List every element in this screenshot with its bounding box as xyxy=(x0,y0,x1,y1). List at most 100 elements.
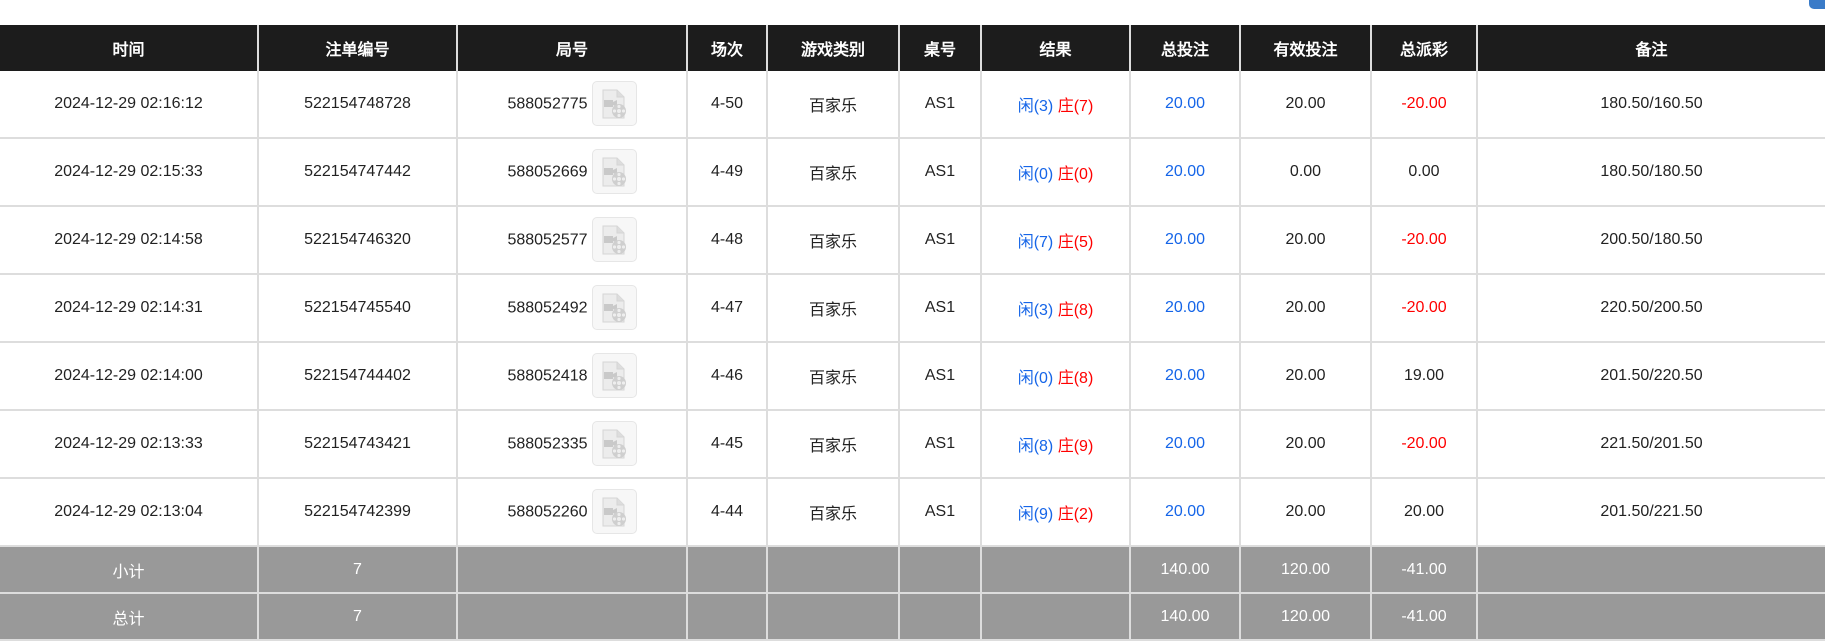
time-cell: 2024-12-29 02:14:58 xyxy=(0,206,259,275)
valid-bet-cell: 20.00 xyxy=(1239,274,1372,343)
bet-id-cell: 522154742399 xyxy=(257,478,458,547)
header-table: 桌号 xyxy=(898,25,981,71)
bet-id-cell: 522154743421 xyxy=(257,410,458,479)
payout-cell: 20.00 xyxy=(1370,478,1478,547)
payout-cell: -20.00 xyxy=(1370,410,1478,479)
table-cell: AS1 xyxy=(898,410,982,479)
round-cell: 588052260 xyxy=(456,478,688,547)
total-bet-cell: 20.00 xyxy=(1129,342,1241,411)
valid-bet-cell: 20.00 xyxy=(1239,478,1372,547)
payout-cell: -20.00 xyxy=(1370,71,1478,139)
header-game: 游戏类别 xyxy=(766,25,899,71)
round-cell: 588052669 xyxy=(456,138,688,207)
payout-cell: -20.00 xyxy=(1370,274,1478,343)
result-cell: 闲(0) 庄(0) xyxy=(980,138,1131,207)
total-bet-cell: 20.00 xyxy=(1129,410,1241,479)
table-header: 时间 注单编号 局号 场次 游戏类别 桌号 结果 总投注 有效投注 总派彩 备注 xyxy=(0,25,1825,71)
session-cell: 4-45 xyxy=(686,410,768,479)
table-cell: AS1 xyxy=(898,478,982,547)
payout-cell: 19.00 xyxy=(1370,342,1478,411)
round-cell: 588052577 xyxy=(456,206,688,275)
table-cell: AS1 xyxy=(898,342,982,411)
summary-total-bet: 140.00 xyxy=(1129,593,1241,641)
summary-row: 小计 7 140.00 120.00 -41.00 xyxy=(0,546,1825,594)
total-bet-cell: 20.00 xyxy=(1129,274,1241,343)
total-bet-cell: 20.00 xyxy=(1129,138,1241,207)
header-total-bet: 总投注 xyxy=(1129,25,1240,71)
note-cell: 200.50/180.50 xyxy=(1476,206,1825,275)
header-payout: 总派彩 xyxy=(1370,25,1477,71)
banker-result: 庄(7) xyxy=(1057,98,1094,115)
summary-row: 总计 7 140.00 120.00 -41.00 xyxy=(0,593,1825,641)
player-result: 闲(9) xyxy=(1017,506,1054,523)
corner-button[interactable] xyxy=(1809,0,1825,9)
table-row: 2024-12-29 02:14:58 522154746320 5880525… xyxy=(0,206,1825,275)
summary-total-bet: 140.00 xyxy=(1129,546,1241,594)
session-cell: 4-48 xyxy=(686,206,768,275)
player-result: 闲(0) xyxy=(1017,166,1054,183)
header-time: 时间 xyxy=(0,25,258,71)
table-row: 2024-12-29 02:13:04 522154742399 5880522… xyxy=(0,478,1825,547)
table-cell: AS1 xyxy=(898,138,982,207)
round-number: 588052260 xyxy=(507,503,588,521)
video-file-icon[interactable] xyxy=(591,352,637,398)
bet-id-cell: 522154744402 xyxy=(257,342,458,411)
video-file-icon[interactable] xyxy=(591,80,637,126)
result-cell: 闲(0) 庄(8) xyxy=(980,342,1131,411)
banker-result: 庄(0) xyxy=(1057,166,1094,183)
note-cell: 221.50/201.50 xyxy=(1476,410,1825,479)
summary-label: 总计 xyxy=(0,593,259,641)
game-cell: 百家乐 xyxy=(766,342,900,411)
round-cell: 588052418 xyxy=(456,342,688,411)
bet-id-cell: 522154745540 xyxy=(257,274,458,343)
table-row: 2024-12-29 02:16:12 522154748728 5880527… xyxy=(0,71,1825,139)
note-cell: 180.50/160.50 xyxy=(1476,71,1825,139)
total-bet-cell: 20.00 xyxy=(1129,71,1241,139)
valid-bet-cell: 20.00 xyxy=(1239,342,1372,411)
table-cell: AS1 xyxy=(898,71,982,139)
valid-bet-cell: 20.00 xyxy=(1239,71,1372,139)
header-valid-bet: 有效投注 xyxy=(1239,25,1371,71)
bet-id-cell: 522154747442 xyxy=(257,138,458,207)
player-result: 闲(0) xyxy=(1017,370,1054,387)
video-file-icon[interactable] xyxy=(591,420,637,466)
banker-result: 庄(2) xyxy=(1057,506,1094,523)
video-file-icon[interactable] xyxy=(591,488,637,534)
game-cell: 百家乐 xyxy=(766,274,900,343)
summary-label: 小计 xyxy=(0,546,259,594)
video-file-icon[interactable] xyxy=(591,284,637,330)
summary-payout: -41.00 xyxy=(1370,546,1478,594)
session-cell: 4-50 xyxy=(686,71,768,139)
summary-valid-bet: 120.00 xyxy=(1239,593,1372,641)
result-cell: 闲(3) 庄(7) xyxy=(980,71,1131,139)
summary-count: 7 xyxy=(257,593,458,641)
result-cell: 闲(9) 庄(2) xyxy=(980,478,1131,547)
session-cell: 4-47 xyxy=(686,274,768,343)
table-row: 2024-12-29 02:13:33 522154743421 5880523… xyxy=(0,410,1825,479)
result-cell: 闲(3) 庄(8) xyxy=(980,274,1131,343)
time-cell: 2024-12-29 02:13:33 xyxy=(0,410,259,479)
game-cell: 百家乐 xyxy=(766,71,900,139)
round-number: 588052577 xyxy=(507,231,588,249)
valid-bet-cell: 20.00 xyxy=(1239,206,1372,275)
session-cell: 4-49 xyxy=(686,138,768,207)
table-cell: AS1 xyxy=(898,206,982,275)
summary-count: 7 xyxy=(257,546,458,594)
game-cell: 百家乐 xyxy=(766,206,900,275)
table-row: 2024-12-29 02:15:33 522154747442 5880526… xyxy=(0,138,1825,207)
time-cell: 2024-12-29 02:16:12 xyxy=(0,71,259,139)
video-file-icon[interactable] xyxy=(591,216,637,262)
total-bet-cell: 20.00 xyxy=(1129,478,1241,547)
table-cell: AS1 xyxy=(898,274,982,343)
round-number: 588052669 xyxy=(507,163,588,181)
valid-bet-cell: 0.00 xyxy=(1239,138,1372,207)
session-cell: 4-44 xyxy=(686,478,768,547)
total-bet-cell: 20.00 xyxy=(1129,206,1241,275)
note-cell: 201.50/221.50 xyxy=(1476,478,1825,547)
note-cell: 180.50/180.50 xyxy=(1476,138,1825,207)
game-cell: 百家乐 xyxy=(766,478,900,547)
bet-id-cell: 522154748728 xyxy=(257,71,458,139)
round-number: 588052418 xyxy=(507,367,588,385)
video-file-icon[interactable] xyxy=(591,148,637,194)
time-cell: 2024-12-29 02:14:00 xyxy=(0,342,259,411)
